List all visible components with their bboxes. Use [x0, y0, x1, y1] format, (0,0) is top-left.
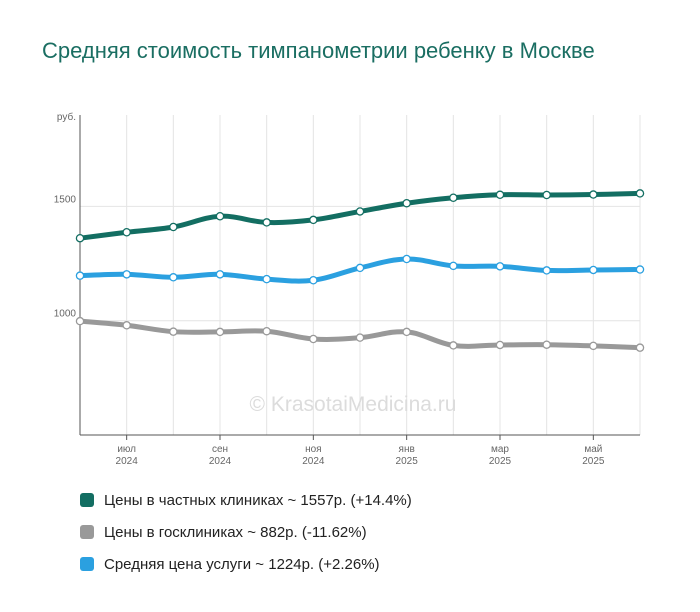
y-unit-label: руб.	[57, 111, 76, 123]
data-point	[542, 340, 551, 349]
x-tick-label: июл	[117, 444, 136, 455]
data-point	[542, 266, 551, 275]
data-point	[449, 193, 458, 202]
data-point	[635, 343, 645, 352]
data-point	[355, 263, 365, 273]
legend-item[interactable]: Цены в частных клиниках ~ 1557р. (+14.4%…	[80, 484, 412, 516]
data-point	[355, 333, 365, 342]
data-point	[495, 340, 505, 350]
legend: Цены в частных клиниках ~ 1557р. (+14.4%…	[80, 484, 412, 580]
legend-swatch	[80, 493, 94, 507]
data-point	[542, 190, 551, 200]
data-point	[635, 265, 645, 274]
data-point	[75, 233, 85, 243]
x-tick-label-year: 2025	[396, 456, 419, 467]
x-tick-label: ноя	[305, 444, 322, 455]
data-point	[309, 334, 318, 344]
data-point	[169, 327, 178, 336]
x-tick-label-year: 2024	[116, 456, 139, 467]
data-point	[589, 190, 598, 199]
series-group	[75, 189, 645, 352]
line-chart: © KrasotaiMedicina.ru 10001500руб.июл202…	[54, 111, 645, 467]
data-point	[75, 316, 85, 326]
data-point	[495, 190, 505, 200]
legend-label: Цены в частных клиниках ~ 1557р. (+14.4%…	[104, 491, 412, 509]
data-point	[402, 198, 411, 208]
grid	[79, 115, 641, 435]
data-point	[402, 327, 411, 337]
data-point	[309, 276, 318, 285]
data-point	[589, 265, 598, 275]
data-point	[449, 341, 458, 350]
data-point	[495, 262, 505, 271]
y-tick-label: 1000	[54, 309, 77, 320]
x-tick-label: сен	[212, 444, 228, 455]
data-point	[122, 228, 131, 237]
data-point	[402, 254, 411, 264]
watermark: © KrasotaiMedicina.ru	[250, 393, 457, 416]
x-tick-label-year: 2024	[209, 456, 232, 467]
data-point	[122, 321, 131, 330]
data-point	[262, 218, 271, 227]
data-point	[262, 274, 271, 284]
x-tick-label-year: 2024	[302, 456, 325, 467]
data-point	[215, 212, 225, 221]
data-point	[262, 326, 271, 336]
x-tick-label-year: 2025	[489, 456, 512, 467]
data-point	[169, 273, 178, 282]
data-point	[635, 189, 645, 198]
x-tick-label: май	[584, 444, 602, 455]
legend-swatch	[80, 557, 94, 571]
chart-title: Средняя стоимость тимпанометрии ребенку …	[42, 38, 595, 63]
data-point	[215, 270, 225, 279]
legend-item[interactable]: Средняя цена услуги ~ 1224р. (+2.26%)	[80, 548, 412, 580]
x-tick-label: мар	[491, 444, 509, 455]
axes: 10001500руб.июл2024сен2024ноя2024янв2025…	[54, 111, 640, 467]
y-tick-label: 1500	[54, 194, 77, 205]
legend-item[interactable]: Цены в госклиниках ~ 882р. (-11.62%)	[80, 516, 412, 548]
data-point	[75, 271, 85, 280]
data-point	[169, 222, 178, 232]
data-point	[215, 327, 225, 337]
x-tick-label: янв	[399, 444, 415, 455]
legend-label: Средняя цена услуги ~ 1224р. (+2.26%)	[104, 555, 380, 573]
legend-label: Цены в госклиниках ~ 882р. (-11.62%)	[104, 523, 367, 541]
legend-swatch	[80, 525, 94, 539]
data-point	[355, 207, 365, 216]
x-tick-label-year: 2025	[582, 456, 605, 467]
data-point	[589, 341, 598, 351]
data-point	[449, 261, 458, 271]
data-point	[309, 215, 318, 225]
data-point	[122, 270, 131, 279]
